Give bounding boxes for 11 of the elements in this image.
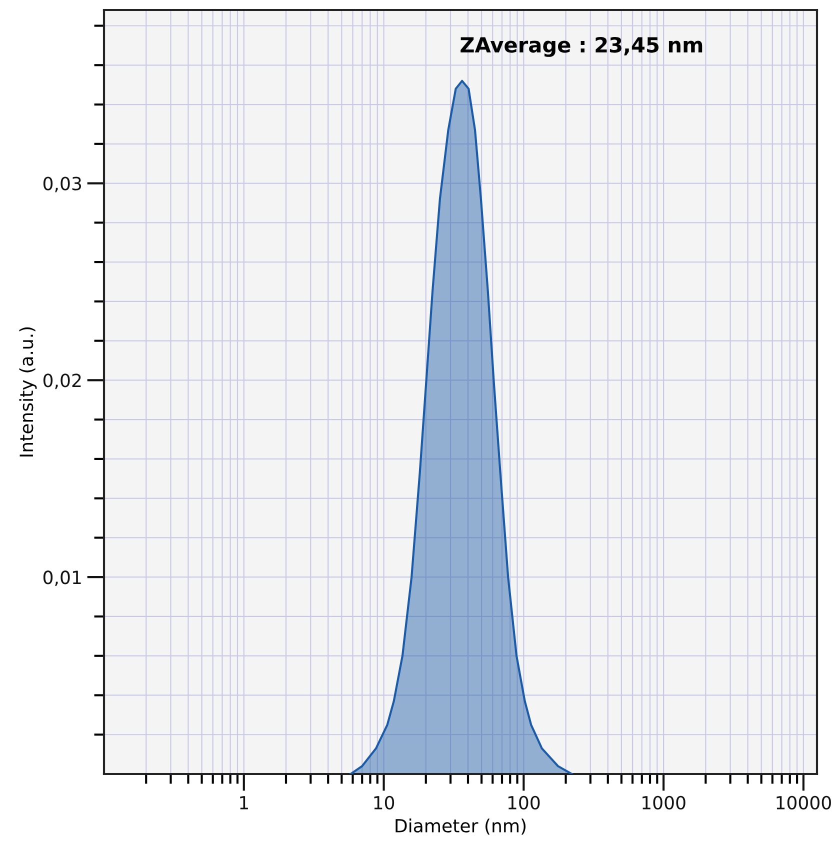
x-tick-label: 1000 [642, 796, 686, 810]
y-axis-title: Intensity (a.u.) [19, 327, 37, 456]
y-tick-label: 0,02 [43, 374, 81, 390]
annotation: ZAverage : 23,45 nm [460, 36, 702, 57]
x-tick-label: 1 [240, 796, 248, 810]
x-tick-label: 10000 [776, 796, 831, 810]
x-axis-title: Diameter (nm) [396, 818, 526, 835]
y-tick-label: 0,03 [43, 176, 82, 192]
y-tick-label: 0,01 [43, 570, 81, 586]
x-tick-label: 10 [374, 796, 394, 810]
x-tick-label: 100 [508, 796, 540, 810]
